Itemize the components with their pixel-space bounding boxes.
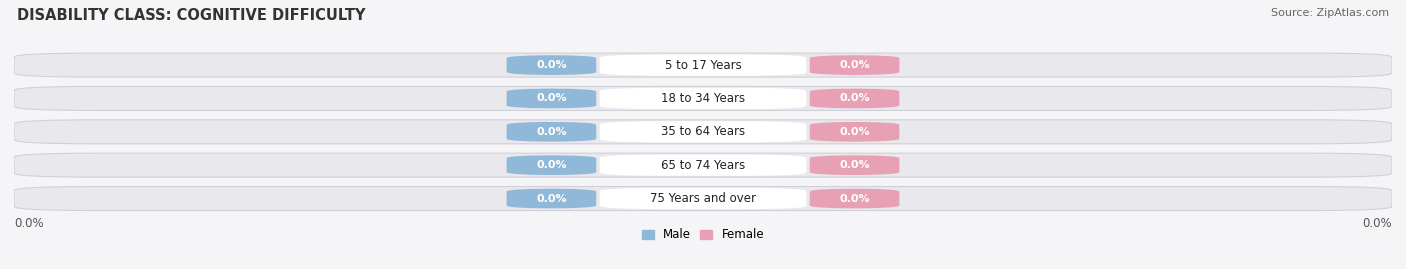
FancyBboxPatch shape: [14, 86, 1392, 111]
Legend: Male, Female: Male, Female: [637, 224, 769, 246]
FancyBboxPatch shape: [506, 89, 596, 108]
FancyBboxPatch shape: [599, 54, 807, 76]
FancyBboxPatch shape: [810, 189, 900, 208]
Text: 0.0%: 0.0%: [839, 193, 870, 204]
FancyBboxPatch shape: [810, 155, 900, 175]
FancyBboxPatch shape: [810, 122, 900, 142]
FancyBboxPatch shape: [599, 154, 807, 176]
Text: 75 Years and over: 75 Years and over: [650, 192, 756, 205]
FancyBboxPatch shape: [14, 120, 1392, 144]
FancyBboxPatch shape: [506, 155, 596, 175]
FancyBboxPatch shape: [14, 53, 1392, 77]
Text: 0.0%: 0.0%: [536, 60, 567, 70]
FancyBboxPatch shape: [506, 55, 596, 75]
Text: 0.0%: 0.0%: [536, 93, 567, 104]
Text: 0.0%: 0.0%: [14, 217, 44, 230]
Text: 0.0%: 0.0%: [1362, 217, 1392, 230]
Text: 65 to 74 Years: 65 to 74 Years: [661, 159, 745, 172]
Text: 5 to 17 Years: 5 to 17 Years: [665, 59, 741, 72]
FancyBboxPatch shape: [506, 189, 596, 208]
FancyBboxPatch shape: [14, 186, 1392, 211]
FancyBboxPatch shape: [599, 188, 807, 209]
Text: 35 to 64 Years: 35 to 64 Years: [661, 125, 745, 138]
FancyBboxPatch shape: [14, 153, 1392, 177]
Text: 18 to 34 Years: 18 to 34 Years: [661, 92, 745, 105]
FancyBboxPatch shape: [506, 122, 596, 142]
Text: 0.0%: 0.0%: [536, 160, 567, 170]
Text: Source: ZipAtlas.com: Source: ZipAtlas.com: [1271, 8, 1389, 18]
FancyBboxPatch shape: [599, 121, 807, 143]
Text: DISABILITY CLASS: COGNITIVE DIFFICULTY: DISABILITY CLASS: COGNITIVE DIFFICULTY: [17, 8, 366, 23]
FancyBboxPatch shape: [810, 89, 900, 108]
Text: 0.0%: 0.0%: [839, 160, 870, 170]
FancyBboxPatch shape: [810, 55, 900, 75]
Text: 0.0%: 0.0%: [839, 127, 870, 137]
Text: 0.0%: 0.0%: [536, 193, 567, 204]
FancyBboxPatch shape: [599, 88, 807, 109]
Text: 0.0%: 0.0%: [839, 60, 870, 70]
Text: 0.0%: 0.0%: [536, 127, 567, 137]
Text: 0.0%: 0.0%: [839, 93, 870, 104]
